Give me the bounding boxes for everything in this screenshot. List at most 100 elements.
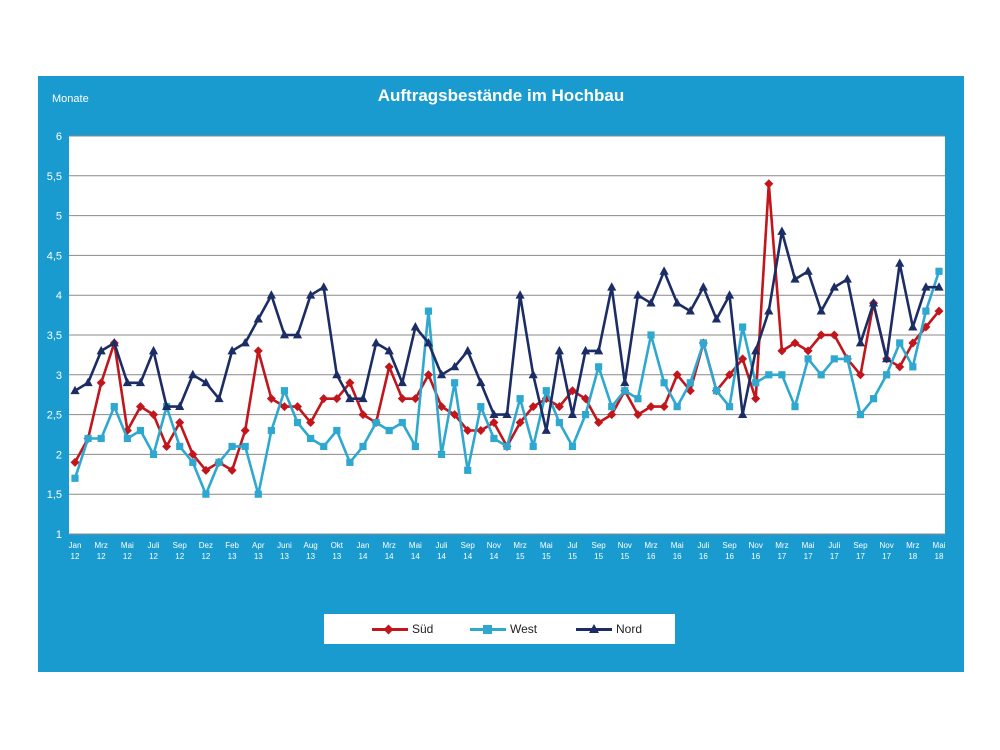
data-point	[554, 345, 564, 355]
data-point	[463, 345, 473, 355]
data-point	[398, 418, 406, 427]
legend: Süd West Nord	[324, 614, 675, 644]
x-tick-label: Mai 12	[121, 541, 134, 561]
x-tick-label: Mrz 17	[775, 541, 788, 561]
data-point	[777, 226, 787, 235]
data-point	[921, 282, 931, 291]
data-point	[451, 379, 459, 387]
data-point	[293, 402, 303, 412]
series-line	[74, 230, 939, 432]
data-point	[384, 362, 394, 372]
data-point	[188, 369, 198, 379]
data-point	[621, 387, 629, 395]
data-point	[725, 370, 735, 380]
data-point	[843, 355, 851, 363]
data-point	[790, 338, 800, 348]
data-point	[450, 361, 460, 371]
data-point	[71, 474, 79, 482]
data-point	[384, 345, 394, 355]
data-point	[122, 377, 132, 387]
data-point	[699, 339, 707, 347]
x-tick-label: Mai 15	[540, 541, 553, 561]
data-point	[869, 395, 878, 403]
x-tick-label: Jan 14	[357, 541, 370, 561]
x-tick-label: Juli 17	[828, 541, 840, 561]
x-tick-labels: Jan 12 Mrz 12 Mai 12 Juli 12 Sep 12 Dez 12 Feb 13 Apr 1…	[69, 541, 946, 561]
data-point	[227, 465, 237, 475]
data-point	[332, 369, 342, 379]
data-point	[529, 442, 537, 451]
data-point	[333, 426, 341, 435]
y-tick-label: 1,5	[47, 489, 62, 501]
data-point	[555, 418, 563, 427]
data-point	[149, 410, 159, 420]
data-point	[307, 434, 315, 443]
data-point	[751, 345, 761, 355]
y-tick-label: 5,5	[47, 171, 62, 183]
x-tick-label: Mrz 18	[906, 541, 919, 561]
x-tick-label: Nov 17	[880, 541, 894, 561]
data-point	[764, 179, 774, 189]
data-point	[646, 298, 656, 307]
x-tick-label: Sep 15	[592, 541, 607, 561]
x-tick-label: Mai 14	[409, 541, 422, 561]
data-point	[411, 442, 419, 451]
data-point	[436, 369, 447, 379]
data-point	[724, 290, 735, 299]
data-point	[607, 410, 617, 420]
data-point	[868, 298, 879, 307]
data-point	[110, 403, 118, 411]
data-point	[711, 314, 722, 323]
chart-title: Auftragsbestände im Hochbau	[377, 86, 625, 105]
data-point	[646, 402, 656, 412]
legend-item-sued: Süd	[372, 614, 433, 644]
data-point	[162, 441, 172, 451]
data-point	[659, 402, 669, 412]
data-point	[84, 434, 92, 443]
x-tick-label: Jan 12	[69, 541, 82, 561]
data-point	[463, 426, 473, 436]
series-2	[70, 226, 944, 434]
x-tick-label: Nov 15	[618, 541, 632, 561]
data-point	[790, 274, 800, 283]
data-point	[477, 403, 485, 411]
data-point	[647, 331, 655, 339]
data-point	[764, 306, 774, 315]
data-point	[123, 434, 131, 443]
data-point	[423, 337, 434, 347]
data-point	[267, 426, 275, 435]
data-point	[594, 418, 604, 428]
data-point	[241, 442, 249, 451]
y-tick-label: 2,5	[47, 410, 62, 422]
data-point	[908, 338, 918, 348]
data-point	[240, 337, 250, 347]
x-tick-label: Sep 17	[853, 541, 868, 561]
data-point	[830, 355, 838, 363]
data-point	[83, 377, 93, 387]
data-point	[817, 371, 825, 379]
y-tick-label: 5	[56, 211, 62, 223]
data-point	[358, 410, 368, 420]
data-point	[620, 377, 630, 387]
data-point	[70, 385, 80, 395]
data-point	[135, 402, 145, 412]
legend-label-sued: Süd	[412, 622, 434, 636]
data-point	[253, 346, 263, 356]
x-tick-label: Mai 16	[671, 541, 684, 561]
data-point	[659, 266, 669, 275]
data-point	[855, 370, 865, 380]
data-point	[633, 290, 643, 299]
x-tick-label: Sep 16	[722, 541, 737, 561]
data-point	[450, 410, 460, 420]
data-point	[634, 395, 642, 403]
data-point	[516, 395, 524, 403]
data-point	[175, 401, 185, 411]
data-point	[476, 426, 486, 436]
data-point	[803, 266, 813, 275]
data-point	[410, 322, 420, 331]
data-point	[752, 379, 760, 387]
data-point	[816, 330, 826, 340]
data-point	[293, 418, 302, 427]
x-tick-label: Apr 13	[252, 541, 265, 561]
data-point	[306, 290, 316, 299]
